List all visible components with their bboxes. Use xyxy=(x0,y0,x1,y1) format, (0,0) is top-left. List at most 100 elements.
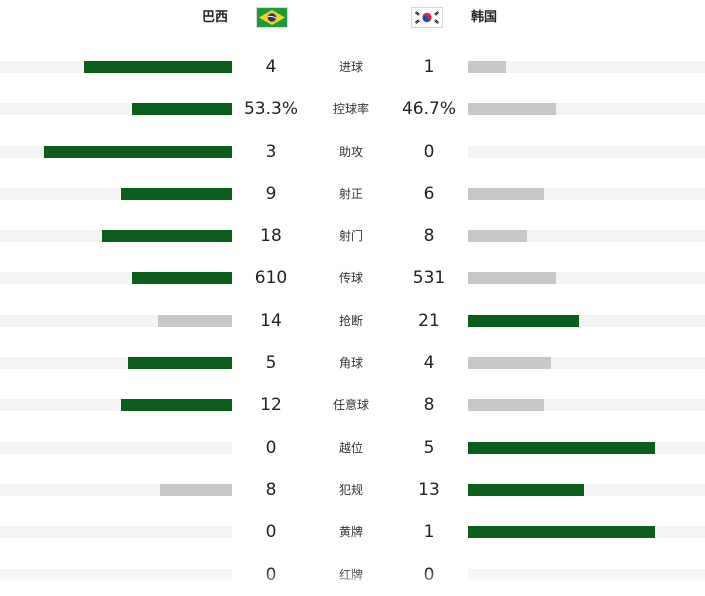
away-stat-value: 8 xyxy=(423,226,435,247)
away-bar xyxy=(468,187,544,200)
away-stat-value: 13 xyxy=(418,479,440,500)
away-bar xyxy=(468,357,551,370)
home-bar xyxy=(121,399,232,412)
home-bar xyxy=(132,103,232,116)
home-stat-value: 0 xyxy=(265,437,277,458)
match-header: 巴西 韩国 xyxy=(0,0,705,36)
home-team-name: 巴西 xyxy=(201,10,228,25)
stat-label: 角球 xyxy=(338,356,363,371)
stat-label: 射正 xyxy=(338,186,363,201)
away-bar-track xyxy=(468,568,705,581)
home-bar-track xyxy=(0,483,232,496)
home-bar xyxy=(132,272,232,285)
away-bar xyxy=(468,483,584,496)
home-stat-value: 18 xyxy=(260,226,282,247)
away-stat-value: 0 xyxy=(423,141,435,162)
stat-label: 助攻 xyxy=(338,144,363,159)
stat-row: 4 进球 1 xyxy=(0,46,705,88)
home-stat-value: 0 xyxy=(265,522,277,543)
away-bar-track xyxy=(468,187,705,200)
away-stat-value: 4 xyxy=(423,353,435,374)
south-korea-flag-icon xyxy=(411,7,443,28)
away-bar-track xyxy=(468,526,705,539)
away-bar-track xyxy=(468,272,705,285)
stat-label: 犯规 xyxy=(338,482,363,497)
home-bar xyxy=(121,187,232,200)
away-bar xyxy=(468,103,556,116)
away-bar-track xyxy=(468,483,705,496)
stat-label: 越位 xyxy=(338,440,363,455)
home-bar xyxy=(128,357,232,370)
stat-row: 610 传球 531 xyxy=(0,257,705,299)
home-stat-value: 0 xyxy=(265,564,277,585)
stat-row: 8 犯规 13 xyxy=(0,469,705,511)
stat-row: 14 抢断 21 xyxy=(0,300,705,342)
home-bar-track xyxy=(0,61,232,73)
away-bar xyxy=(468,441,655,454)
home-bar-track xyxy=(0,399,232,412)
away-stat-value: 0 xyxy=(423,564,435,585)
away-stat-value: 1 xyxy=(423,57,435,77)
home-bar-track xyxy=(0,441,232,454)
stat-row: 0 黄牌 1 xyxy=(0,511,705,553)
away-stat-value: 5 xyxy=(423,437,435,458)
stat-label: 黄牌 xyxy=(338,525,363,540)
home-bar-track xyxy=(0,103,232,116)
stat-row: 53.3% 控球率 46.7% xyxy=(0,88,705,130)
home-stat-value: 3 xyxy=(265,141,277,162)
away-bar-track xyxy=(468,357,705,370)
stat-label: 射门 xyxy=(338,229,363,244)
away-bar xyxy=(468,61,506,73)
home-stat-value: 53.3% xyxy=(243,99,298,120)
away-stat-value: 8 xyxy=(423,395,435,416)
home-bar xyxy=(44,145,232,158)
stats-list: 4 进球 1 53.3% 控球率 46.7% 3 助攻 0 9 射正 6 18 射门 8 610 传球 531 14… xyxy=(0,46,705,596)
stat-row: 9 射正 6 xyxy=(0,173,705,215)
home-bar xyxy=(84,61,232,73)
home-stat-value: 5 xyxy=(265,353,277,374)
home-bar-track xyxy=(0,187,232,200)
away-team-name: 韩国 xyxy=(471,10,498,25)
home-stat-value: 8 xyxy=(265,479,277,500)
away-bar-track xyxy=(468,230,705,243)
away-bar xyxy=(468,526,655,539)
home-stat-value: 9 xyxy=(265,183,277,204)
away-bar-track xyxy=(468,314,705,327)
home-bar-track xyxy=(0,145,232,158)
home-bar-track xyxy=(0,568,232,581)
brazil-flag-icon xyxy=(256,7,288,28)
away-bar-track xyxy=(468,399,705,412)
home-bar xyxy=(102,230,232,243)
stat-label: 控球率 xyxy=(332,102,369,117)
home-stat-value: 610 xyxy=(254,268,288,289)
stat-row: 18 射门 8 xyxy=(0,215,705,257)
home-bar xyxy=(160,483,232,496)
stat-label: 任意球 xyxy=(332,398,369,413)
away-stat-value: 46.7% xyxy=(401,99,456,120)
stat-label: 传球 xyxy=(338,271,363,286)
home-bar-track xyxy=(0,526,232,539)
home-bar-track xyxy=(0,272,232,285)
home-bar xyxy=(158,314,232,327)
home-stat-value: 4 xyxy=(265,57,277,77)
away-bar-track xyxy=(468,441,705,454)
away-stat-value: 6 xyxy=(423,183,435,204)
home-bar-track xyxy=(0,230,232,243)
home-bar-track xyxy=(0,314,232,327)
home-bar-track xyxy=(0,357,232,370)
away-bar-track xyxy=(468,61,705,73)
away-bar xyxy=(468,272,556,285)
stat-row: 0 越位 5 xyxy=(0,427,705,469)
away-bar-track xyxy=(468,145,705,158)
away-stat-value: 1 xyxy=(423,522,435,543)
away-stat-value: 21 xyxy=(418,310,440,331)
stat-row: 12 任意球 8 xyxy=(0,384,705,426)
home-stat-value: 14 xyxy=(260,310,282,331)
away-bar-track xyxy=(468,103,705,116)
stat-label: 红牌 xyxy=(338,567,363,582)
stat-row: 5 角球 4 xyxy=(0,342,705,384)
away-bar xyxy=(468,399,544,412)
stat-label: 进球 xyxy=(338,60,363,74)
stat-label: 抢断 xyxy=(338,313,363,328)
away-bar xyxy=(468,230,527,243)
